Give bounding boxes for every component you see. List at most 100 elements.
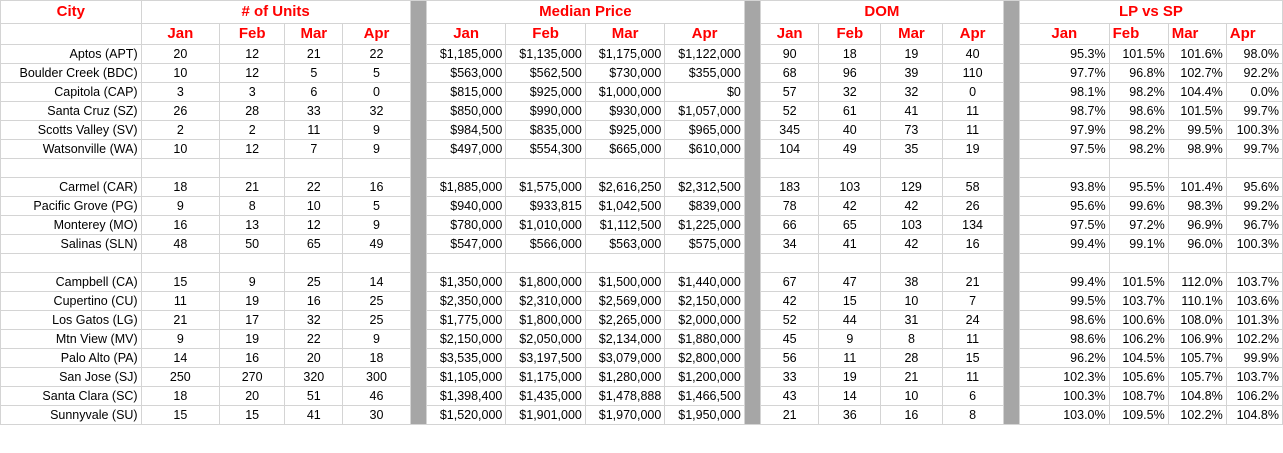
- lp-vs-sp-cell[interactable]: 0.0%: [1225, 82, 1283, 102]
- lp-vs-sp-cell[interactable]: 95.3%: [1018, 44, 1110, 64]
- dom-cell[interactable]: 10: [880, 386, 943, 406]
- empty-cell[interactable]: [941, 158, 1004, 178]
- empty-cell[interactable]: [584, 158, 666, 178]
- dom-cell[interactable]: 78: [760, 196, 820, 216]
- median-price-cell[interactable]: $1,122,000: [664, 44, 745, 64]
- lp-vs-sp-cell[interactable]: 98.6%: [1018, 329, 1110, 349]
- dom-cell[interactable]: 43: [760, 386, 820, 406]
- lp-vs-sp-cell[interactable]: 95.6%: [1018, 196, 1110, 216]
- lp-vs-sp-cell[interactable]: 108.7%: [1108, 386, 1169, 406]
- lp-vs-sp-header[interactable]: LP vs SP: [1018, 0, 1283, 24]
- lp-vs-sp-cell[interactable]: 104.5%: [1108, 348, 1169, 368]
- lp-vs-sp-cell[interactable]: 103.7%: [1108, 291, 1169, 311]
- city-cell[interactable]: Capitola (CAP): [0, 82, 142, 102]
- median-price-cell[interactable]: $1,175,000: [505, 367, 586, 387]
- median-price-cell[interactable]: $2,150,000: [664, 291, 745, 311]
- dom-cell[interactable]: 24: [941, 310, 1004, 330]
- lp-vs-sp-cell[interactable]: 98.2%: [1108, 139, 1169, 159]
- empty-cell[interactable]: [818, 158, 882, 178]
- empty-cell[interactable]: [0, 23, 142, 45]
- empty-cell[interactable]: [284, 158, 344, 178]
- empty-cell[interactable]: [342, 158, 411, 178]
- dom-month-mar[interactable]: Mar: [880, 23, 943, 45]
- units-cell[interactable]: 20: [284, 348, 344, 368]
- dom-cell[interactable]: 15: [941, 348, 1004, 368]
- units-month-apr[interactable]: Apr: [342, 23, 411, 45]
- empty-cell[interactable]: [425, 158, 507, 178]
- dom-cell[interactable]: 21: [760, 405, 820, 425]
- empty-cell[interactable]: [584, 253, 666, 273]
- lp-vs-sp-cell[interactable]: 98.2%: [1108, 82, 1169, 102]
- empty-cell[interactable]: [505, 158, 586, 178]
- lp-vs-sp-cell[interactable]: 96.7%: [1225, 215, 1283, 235]
- units-cell[interactable]: 10: [140, 63, 221, 83]
- median-month-mar[interactable]: Mar: [584, 23, 666, 45]
- dom-cell[interactable]: 52: [760, 101, 820, 121]
- dom-cell[interactable]: 40: [941, 44, 1004, 64]
- units-cell[interactable]: 48: [140, 234, 221, 254]
- median-price-cell[interactable]: $933,815: [505, 196, 586, 216]
- lp-vs-sp-cell[interactable]: 101.5%: [1167, 101, 1227, 121]
- units-cell[interactable]: 18: [140, 177, 221, 197]
- median-price-cell[interactable]: $1,435,000: [505, 386, 586, 406]
- lp-vs-sp-cell[interactable]: 106.9%: [1167, 329, 1227, 349]
- lp-vs-sp-cell[interactable]: 103.6%: [1225, 291, 1283, 311]
- units-cell[interactable]: 25: [342, 310, 411, 330]
- lp-vs-sp-cell[interactable]: 104.8%: [1225, 405, 1283, 425]
- lp-vs-sp-cell[interactable]: 101.5%: [1108, 272, 1169, 292]
- units-cell[interactable]: 19: [219, 329, 286, 349]
- median-price-cell[interactable]: $2,150,000: [425, 329, 507, 349]
- dom-cell[interactable]: 9: [818, 329, 882, 349]
- dom-cell[interactable]: 7: [941, 291, 1004, 311]
- median-price-cell[interactable]: $1,800,000: [505, 272, 586, 292]
- median-price-cell[interactable]: $2,310,000: [505, 291, 586, 311]
- lp-vs-sp-cell[interactable]: 97.2%: [1108, 215, 1169, 235]
- empty-cell[interactable]: [941, 253, 1004, 273]
- dom-cell[interactable]: 16: [941, 234, 1004, 254]
- median-price-cell[interactable]: $563,000: [584, 234, 666, 254]
- median-price-cell[interactable]: $2,312,500: [664, 177, 745, 197]
- median-price-cell[interactable]: $925,000: [505, 82, 586, 102]
- dom-cell[interactable]: 66: [760, 215, 820, 235]
- lp-vs-sp-cell[interactable]: 99.2%: [1225, 196, 1283, 216]
- empty-cell[interactable]: [0, 158, 142, 178]
- units-cell[interactable]: 15: [140, 405, 221, 425]
- dom-cell[interactable]: 56: [760, 348, 820, 368]
- empty-cell[interactable]: [880, 253, 943, 273]
- median-price-cell[interactable]: $562,500: [505, 63, 586, 83]
- lp-vs-sp-cell[interactable]: 102.2%: [1167, 405, 1227, 425]
- dom-cell[interactable]: 31: [880, 310, 943, 330]
- city-header[interactable]: City: [0, 0, 142, 24]
- lp-vs-sp-cell[interactable]: 99.4%: [1018, 272, 1110, 292]
- units-cell[interactable]: 15: [140, 272, 221, 292]
- city-cell[interactable]: Santa Clara (SC): [0, 386, 142, 406]
- units-cell[interactable]: 6: [284, 82, 344, 102]
- median-price-cell[interactable]: $1,880,000: [664, 329, 745, 349]
- lp-vs-sp-cell[interactable]: 110.1%: [1167, 291, 1227, 311]
- empty-cell[interactable]: [1108, 158, 1169, 178]
- units-header[interactable]: # of Units: [140, 0, 411, 24]
- empty-cell[interactable]: [880, 158, 943, 178]
- lp-vs-sp-cell[interactable]: 98.2%: [1108, 120, 1169, 140]
- dom-cell[interactable]: 11: [941, 120, 1004, 140]
- units-cell[interactable]: 16: [219, 348, 286, 368]
- median-price-cell[interactable]: $1,105,000: [425, 367, 507, 387]
- dom-cell[interactable]: 34: [760, 234, 820, 254]
- empty-cell[interactable]: [1225, 158, 1283, 178]
- lp-vs-sp-cell[interactable]: 99.7%: [1225, 101, 1283, 121]
- city-cell[interactable]: Pacific Grove (PG): [0, 196, 142, 216]
- median-price-cell[interactable]: $355,000: [664, 63, 745, 83]
- dom-cell[interactable]: 16: [880, 405, 943, 425]
- lp-vs-sp-cell[interactable]: 97.5%: [1018, 215, 1110, 235]
- units-cell[interactable]: 9: [342, 329, 411, 349]
- lp-vs-sp-cell[interactable]: 95.6%: [1225, 177, 1283, 197]
- median-price-cell[interactable]: $1,135,000: [505, 44, 586, 64]
- city-cell[interactable]: Mtn View (MV): [0, 329, 142, 349]
- empty-cell[interactable]: [425, 253, 507, 273]
- empty-cell[interactable]: [1108, 253, 1169, 273]
- lp-vs-sp-cell[interactable]: 100.6%: [1108, 310, 1169, 330]
- units-cell[interactable]: 16: [342, 177, 411, 197]
- lp-vs-sp-cell[interactable]: 96.9%: [1167, 215, 1227, 235]
- dom-cell[interactable]: 45: [760, 329, 820, 349]
- median-price-cell[interactable]: $566,000: [505, 234, 586, 254]
